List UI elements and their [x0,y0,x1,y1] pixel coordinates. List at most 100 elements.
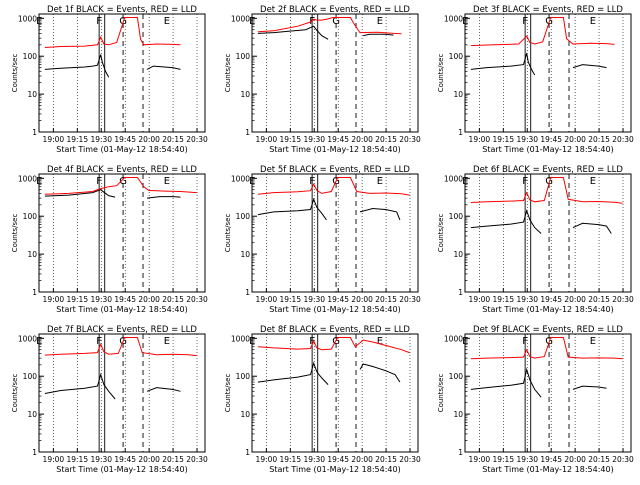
y-tick-label: 1 [32,448,37,457]
x-tick-label: 19:00 [43,455,65,464]
events-series [359,363,401,383]
x-axis-label: Start Time (01-May-12 18:54:40) [56,145,187,154]
y-tick-label: 10 [453,250,463,259]
x-tick-label: 20:00 [351,455,373,464]
marker-label: G [332,16,340,27]
x-tick-label: 19:45 [540,455,562,464]
y-tick-label: 1 [245,448,250,457]
marker-label: E [377,16,383,27]
y-axis-label: Counts/sec [224,214,232,253]
y-tick-label: 100 [23,52,38,61]
x-tick-label: 19:00 [469,135,491,144]
y-tick-label: 1 [245,128,250,137]
x-tick-label: 19:00 [469,295,491,304]
x-tick-label: 19:15 [279,295,301,304]
x-tick-label: 20:30 [186,455,208,464]
events-series [257,25,329,40]
x-tick-label: 19:45 [114,295,136,304]
lld-series [470,337,623,360]
y-tick-label: 10 [453,90,463,99]
x-tick-label: 20:15 [375,455,397,464]
x-tick-label: 20:00 [138,295,160,304]
lld-series [257,337,410,354]
y-axis-label: Counts/sec [11,374,19,413]
y-tick-label: 1000 [231,14,250,23]
x-tick-label: 19:45 [540,295,562,304]
events-series [44,372,116,400]
x-tick-label: 19:45 [540,135,562,144]
marker-label: F [96,16,102,27]
x-tick-label: 20:30 [186,135,208,144]
y-tick-label: 100 [449,372,464,381]
lld-series [44,17,181,48]
x-axis-label: Start Time (01-May-12 18:54:40) [482,465,613,474]
y-tick-label: 1000 [231,334,250,343]
x-tick-label: 19:00 [43,295,65,304]
x-tick-label: 20:00 [138,455,160,464]
marker-label: E [590,176,596,187]
x-tick-label: 20:30 [612,135,634,144]
x-axis-label: Start Time (01-May-12 18:54:40) [269,465,400,474]
x-axis-label: Start Time (01-May-12 18:54:40) [482,305,613,314]
x-axis-label: Start Time (01-May-12 18:54:40) [56,305,187,314]
x-tick-label: 19:30 [90,295,112,304]
x-tick-label: 19:30 [516,295,538,304]
y-tick-label: 10 [240,410,250,419]
lld-series [257,17,402,35]
x-axis-label: Start Time (01-May-12 18:54:40) [482,145,613,154]
plot-frame [251,333,419,453]
x-tick-label: 19:15 [492,295,514,304]
lld-series [257,177,410,196]
x-tick-label: 19:15 [66,455,88,464]
y-tick-label: 100 [449,212,464,221]
events-series [470,367,542,398]
x-tick-label: 19:00 [256,455,278,464]
marker-label: F [96,336,102,347]
marker-label: G [119,176,127,187]
x-tick-label: 19:30 [303,135,325,144]
plot-frame [251,173,419,293]
events-series [146,65,181,70]
plot-frame [38,173,206,293]
marker-label: F [309,16,315,27]
x-tick-label: 19:00 [469,455,491,464]
x-tick-label: 20:00 [351,135,373,144]
x-tick-label: 19:30 [303,455,325,464]
x-tick-label: 20:15 [162,135,184,144]
marker-label: F [309,176,315,187]
x-tick-label: 20:30 [612,455,634,464]
marker-label: F [96,176,102,187]
y-tick-label: 10 [240,90,250,99]
y-tick-label: 100 [236,372,251,381]
y-tick-label: 1000 [18,334,37,343]
y-tick-label: 1 [458,128,463,137]
plot-frame [38,13,206,133]
events-series [257,197,327,221]
plot-frame [464,13,632,133]
y-tick-label: 1000 [444,174,463,183]
x-tick-label: 19:00 [256,135,278,144]
events-series [44,189,116,198]
x-tick-label: 20:15 [162,455,184,464]
y-axis-label: Counts/sec [437,374,445,413]
y-tick-label: 1000 [18,174,37,183]
x-tick-label: 19:30 [516,135,538,144]
x-tick-label: 19:45 [114,135,136,144]
x-tick-label: 19:30 [90,135,112,144]
plot-frame [251,13,419,133]
y-axis-label: Counts/sec [11,214,19,253]
y-tick-label: 1000 [18,14,37,23]
lld-series [470,17,615,47]
y-tick-label: 1 [458,448,463,457]
plot-frame [464,333,632,453]
events-series [572,222,612,234]
y-tick-label: 10 [453,410,463,419]
x-tick-label: 20:15 [375,295,397,304]
plot-frame [464,173,632,293]
x-tick-label: 20:30 [399,135,421,144]
